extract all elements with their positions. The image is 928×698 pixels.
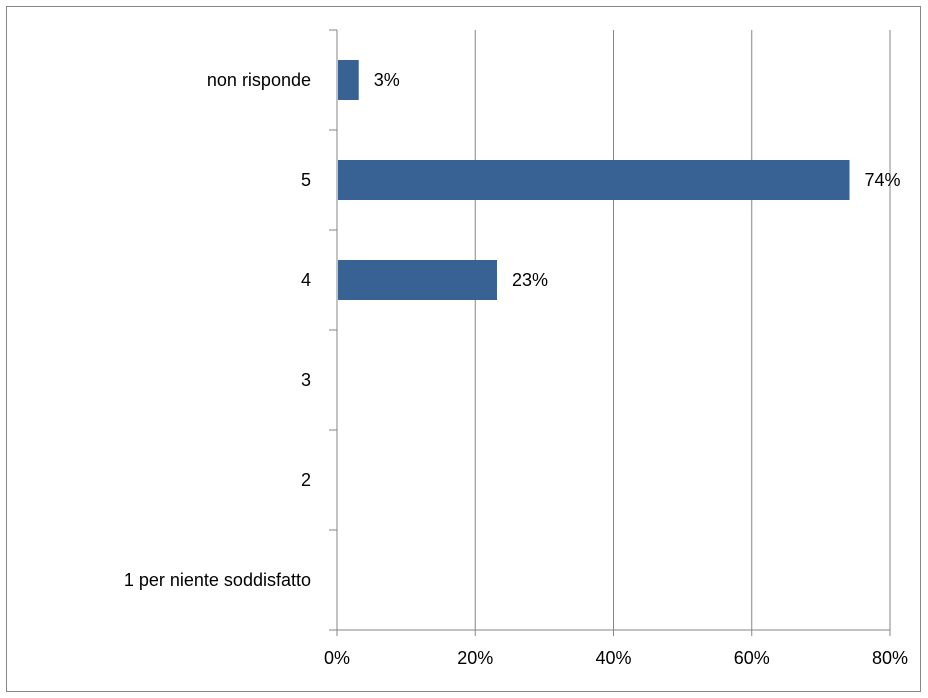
bar-5 — [338, 60, 359, 100]
data-label-5: 3% — [374, 70, 400, 90]
category-label-2: 3 — [301, 370, 311, 390]
x-tick-label-0: 0% — [324, 648, 350, 668]
category-label-0: 1 per niente soddisfatto — [124, 570, 311, 590]
category-label-3: 4 — [301, 270, 311, 290]
bar-4 — [338, 160, 850, 200]
category-label-5: non risponde — [207, 70, 311, 90]
chart-frame — [6, 6, 921, 692]
category-label-1: 2 — [301, 470, 311, 490]
axes — [329, 29, 891, 636]
data-label-3: 23% — [512, 270, 548, 290]
x-tick-label-2: 40% — [595, 648, 631, 668]
data-label-4: 74% — [865, 170, 901, 190]
bars — [338, 60, 850, 300]
x-tick-label-4: 80% — [872, 648, 908, 668]
labels: 0% 20% 40% 60% 80%1 per niente soddisfatto23… — [124, 70, 908, 668]
category-label-4: 5 — [301, 170, 311, 190]
gridlines — [474, 30, 891, 630]
x-tick-label-1: 20% — [457, 648, 493, 668]
x-tick-label-3: 60% — [734, 648, 770, 668]
bar-3 — [338, 260, 497, 300]
